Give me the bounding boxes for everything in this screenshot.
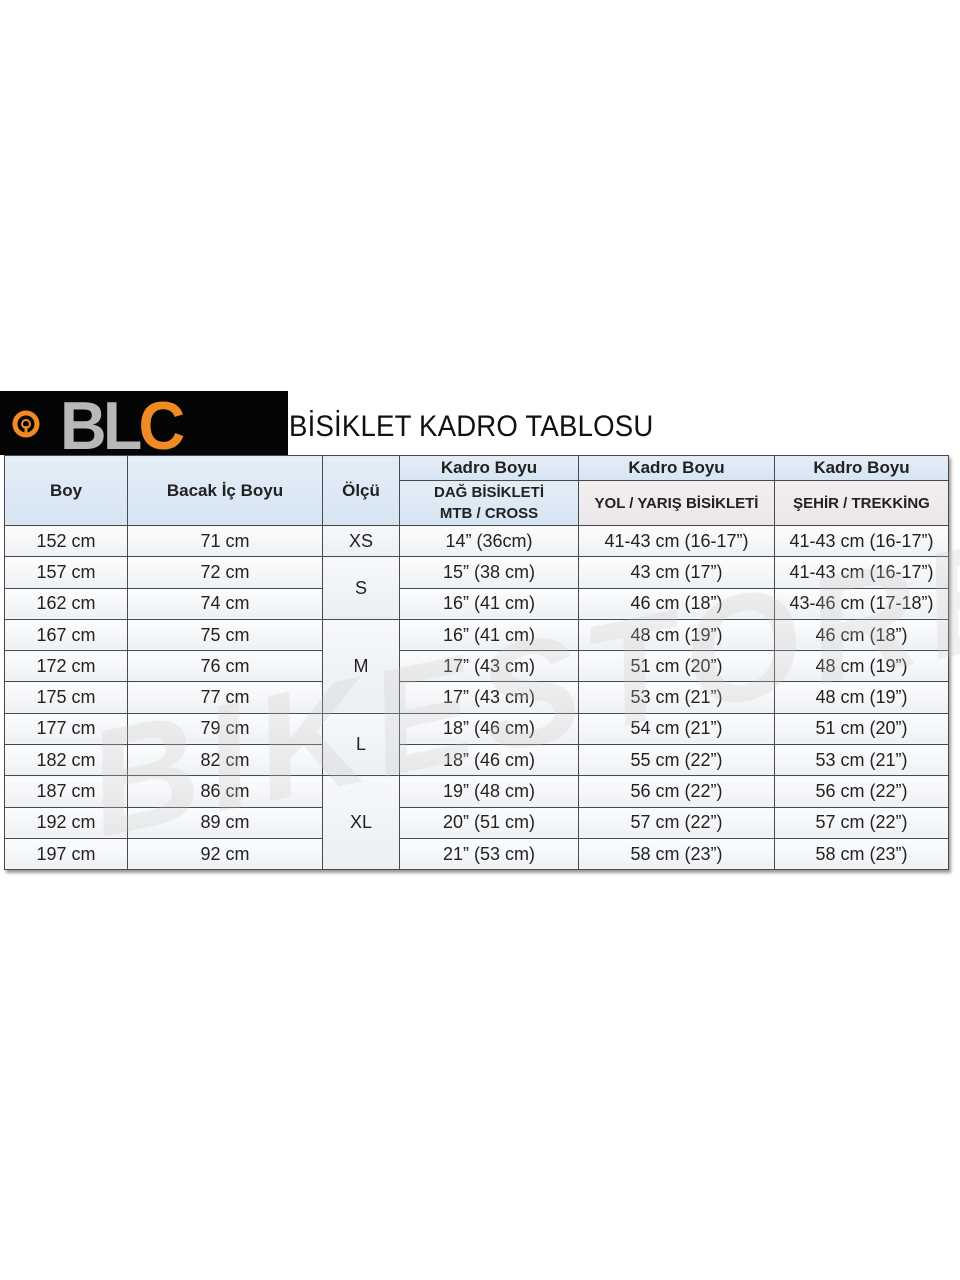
- cell-boy: 182 cm: [4, 744, 128, 777]
- cell-olcu: L: [322, 712, 400, 777]
- header-bacak: Bacak İç Boyu: [127, 455, 323, 526]
- header-kadro-road: Kadro Boyu: [578, 455, 775, 481]
- page-title: BİSİKLET KADRO TABLOSU: [289, 410, 654, 443]
- frame-size-table: Boy Bacak İç Boyu Ölçü Kadro Boyu Kadro …: [4, 455, 949, 871]
- cell-mtb: 17” (43 cm): [399, 650, 579, 683]
- table-row: 172 cm 76 cm 17” (43 cm) 51 cm (20”) 48 cm (…: [4, 650, 949, 683]
- logo-ring-icon: [12, 410, 40, 438]
- cell-city: 41-43 cm (16-17”): [774, 524, 949, 558]
- cell-boy: 152 cm: [4, 524, 128, 558]
- cell-olcu: XL: [322, 775, 400, 871]
- subheader-mtb: DAĞ BİSİKLETİ MTB / CROSS: [399, 480, 579, 526]
- cell-road: 43 cm (17”): [578, 556, 775, 589]
- cell-bacak: 72 cm: [127, 556, 323, 589]
- header-kadro-city: Kadro Boyu: [774, 455, 949, 481]
- table-row: 177 cm 79 cm L 18” (46 cm) 54 cm (21”) 51 cm …: [4, 712, 949, 777]
- cell-city: 51 cm (20”): [774, 712, 949, 746]
- cell-bacak: 92 cm: [127, 837, 323, 871]
- cell-bacak: 77 cm: [127, 681, 323, 714]
- cell-bacak: 89 cm: [127, 806, 323, 839]
- cell-boy: 187 cm: [4, 775, 128, 808]
- cell-mtb: 17” (43 cm): [399, 681, 579, 714]
- cell-bacak: 71 cm: [127, 524, 323, 558]
- cell-bacak: 74 cm: [127, 587, 323, 620]
- header-olcu: Ölçü: [322, 455, 400, 526]
- cell-city: 57 cm (22”): [774, 806, 949, 839]
- cell-boy: 162 cm: [4, 587, 128, 620]
- cell-mtb: 20” (51 cm): [399, 806, 579, 839]
- cell-road: 51 cm (20”): [578, 650, 775, 683]
- table-row: 182 cm 82 cm 18” (46 cm) 55 cm (22”) 53 cm (…: [4, 744, 949, 777]
- cell-mtb: 15” (38 cm): [399, 556, 579, 589]
- cell-boy: 167 cm: [4, 618, 128, 652]
- cell-boy: 177 cm: [4, 712, 128, 746]
- table-row: 167 cm 75 cm M 16” (41 cm) 48 cm (19”) 46 cm …: [4, 618, 949, 714]
- cell-olcu: M: [322, 618, 400, 714]
- cell-city: 46 cm (18”): [774, 618, 949, 652]
- cell-mtb: 18” (46 cm): [399, 712, 579, 746]
- cell-road: 58 cm (23”): [578, 837, 775, 871]
- cell-mtb: 14” (36cm): [399, 524, 579, 558]
- cell-city: 58 cm (23”): [774, 837, 949, 871]
- table-row: 152 cm 71 cm XS 14” (36cm) 41-43 cm (16-17”)…: [4, 524, 949, 558]
- cell-olcu: XS: [322, 524, 400, 558]
- cell-bacak: 76 cm: [127, 650, 323, 683]
- cell-road: 41-43 cm (16-17”): [578, 524, 775, 558]
- table-row: 192 cm 89 cm 20” (51 cm) 57 cm (22”) 57 cm (…: [4, 806, 949, 839]
- cell-boy: 192 cm: [4, 806, 128, 839]
- cell-bacak: 82 cm: [127, 744, 323, 777]
- cell-city: 56 cm (22”): [774, 775, 949, 808]
- table-row: 197 cm 92 cm 21” (53 cm) 58 cm (23”) 58 cm (…: [4, 837, 949, 871]
- cell-bacak: 75 cm: [127, 618, 323, 652]
- cell-road: 54 cm (21”): [578, 712, 775, 746]
- cell-city: 53 cm (21”): [774, 744, 949, 777]
- cell-boy: 197 cm: [4, 837, 128, 871]
- cell-city: 43-46 cm (17-18”): [774, 587, 949, 620]
- cell-mtb: 16” (41 cm): [399, 618, 579, 652]
- cell-boy: 172 cm: [4, 650, 128, 683]
- table-row: 162 cm 74 cm 16” (41 cm) 46 cm (18”) 43-46 c…: [4, 587, 949, 620]
- table-row: 157 cm 72 cm S 15” (38 cm) 43 cm (17”) 41-43 …: [4, 556, 949, 620]
- table-row: 187 cm 86 cm XL 19” (48 cm) 56 cm (22”) 56 cm…: [4, 775, 949, 871]
- cell-boy: 175 cm: [4, 681, 128, 714]
- cell-bacak: 86 cm: [127, 775, 323, 808]
- cell-olcu: S: [322, 556, 400, 620]
- cell-mtb: 19” (48 cm): [399, 775, 579, 808]
- cell-road: 56 cm (22”): [578, 775, 775, 808]
- cell-road: 53 cm (21”): [578, 681, 775, 714]
- cell-mtb: 21” (53 cm): [399, 837, 579, 871]
- header-kadro-mtb: Kadro Boyu: [399, 455, 579, 481]
- blc-logo: BLC: [0, 388, 288, 464]
- subheader-city: ŞEHİR / TREKKİNG: [774, 480, 949, 526]
- logo-text: BLC: [60, 388, 185, 464]
- cell-road: 46 cm (18”): [578, 587, 775, 620]
- cell-city: 41-43 cm (16-17”): [774, 556, 949, 589]
- cell-boy: 157 cm: [4, 556, 128, 589]
- header-boy: Boy: [4, 455, 128, 526]
- cell-city: 48 cm (19”): [774, 681, 949, 714]
- cell-city: 48 cm (19”): [774, 650, 949, 683]
- cell-road: 57 cm (22”): [578, 806, 775, 839]
- cell-mtb: 16” (41 cm): [399, 587, 579, 620]
- cell-mtb: 18” (46 cm): [399, 744, 579, 777]
- cell-bacak: 79 cm: [127, 712, 323, 746]
- cell-road: 48 cm (19”): [578, 618, 775, 652]
- table-row: 175 cm 77 cm 17” (43 cm) 53 cm (21”) 48 cm (…: [4, 681, 949, 714]
- subheader-road: YOL / YARIŞ BİSİKLETİ: [578, 480, 775, 526]
- cell-road: 55 cm (22”): [578, 744, 775, 777]
